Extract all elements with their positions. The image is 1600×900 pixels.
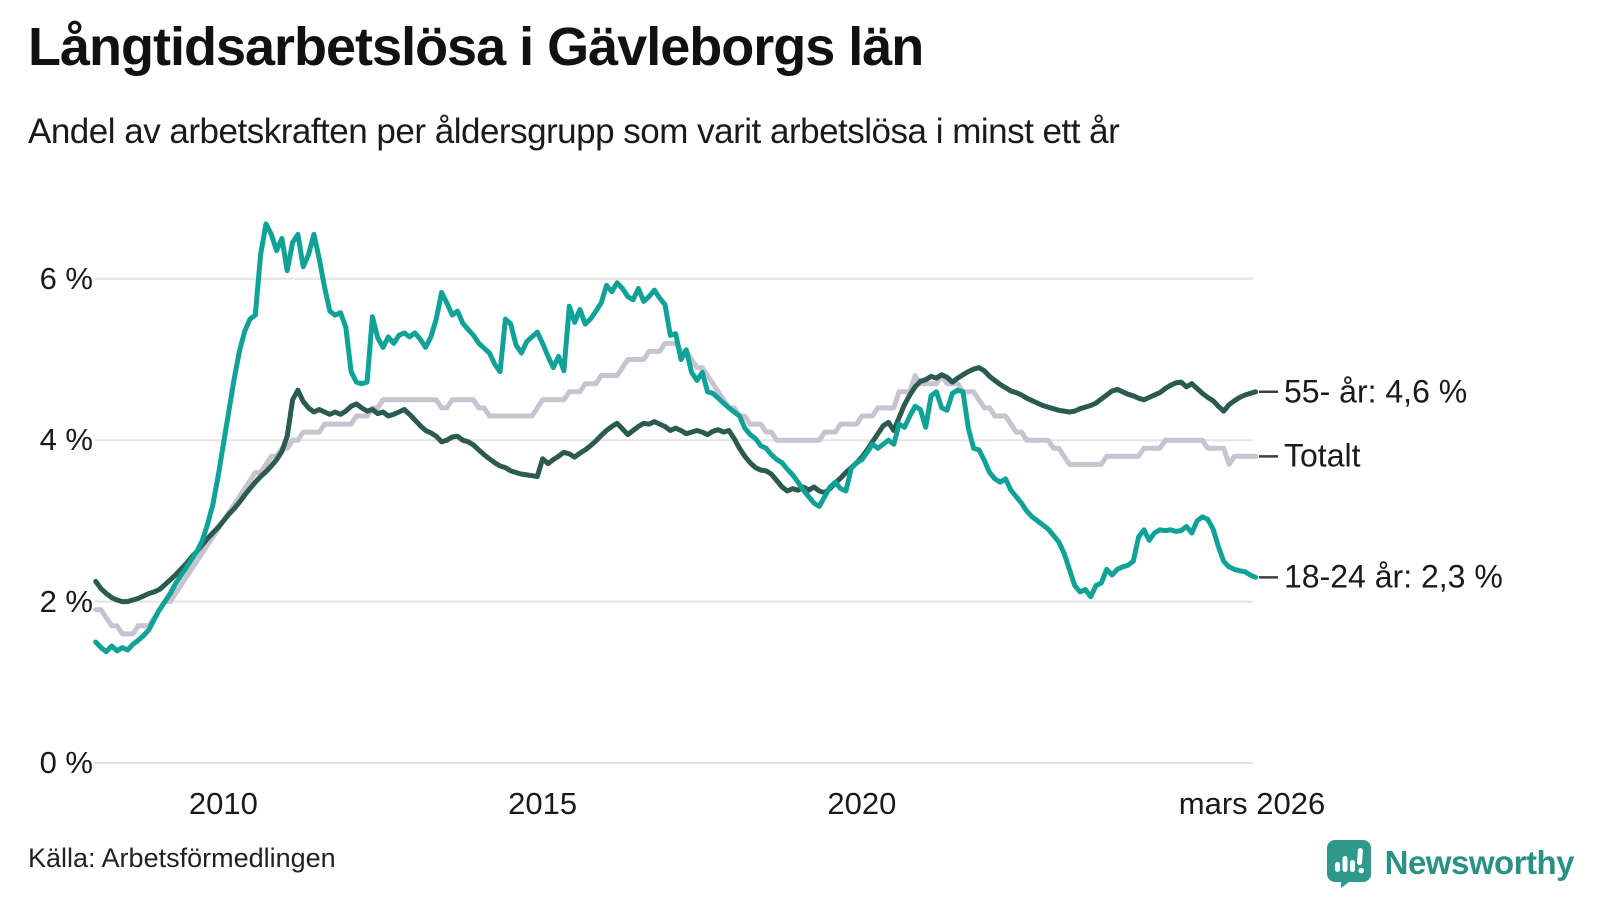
y-axis-tick-0: 0 % xyxy=(39,745,93,780)
newsworthy-speech-bubble-chart-icon xyxy=(1326,840,1371,888)
x-axis-tick-mars-2026: mars 2026 xyxy=(1178,786,1326,821)
x-axis-tick-2010: 2010 xyxy=(188,786,258,821)
series-line-18-24-ar xyxy=(93,221,1259,655)
series-end-label-totalt: Totalt xyxy=(1284,437,1361,474)
newsworthy-branding: Newsworthy xyxy=(1325,838,1575,888)
y-axis-tick-2: 2 % xyxy=(39,583,93,619)
x-axis-tick-2015: 2015 xyxy=(508,786,578,821)
source-note: Källa: Arbetsförmedlingen xyxy=(28,843,336,873)
series-line-55-ar xyxy=(93,365,1259,605)
newsworthy-wordmark: Newsworthy xyxy=(1384,844,1575,881)
series-end-label-55-ar: 55- år: 4,6 % xyxy=(1284,373,1468,410)
page-title: Långtidsarbetslösa i Gävleborgs län xyxy=(28,17,924,77)
chart-subtitle: Andel av arbetskraften per åldersgrupp s… xyxy=(28,112,1120,151)
y-axis-tick-4: 4 % xyxy=(39,422,93,458)
y-axis-tick-6: 6 % xyxy=(39,260,93,296)
x-axis-tick-2020: 2020 xyxy=(827,786,897,821)
series-end-label-18-24-ar: 18-24 år: 2,3 % xyxy=(1284,558,1503,595)
